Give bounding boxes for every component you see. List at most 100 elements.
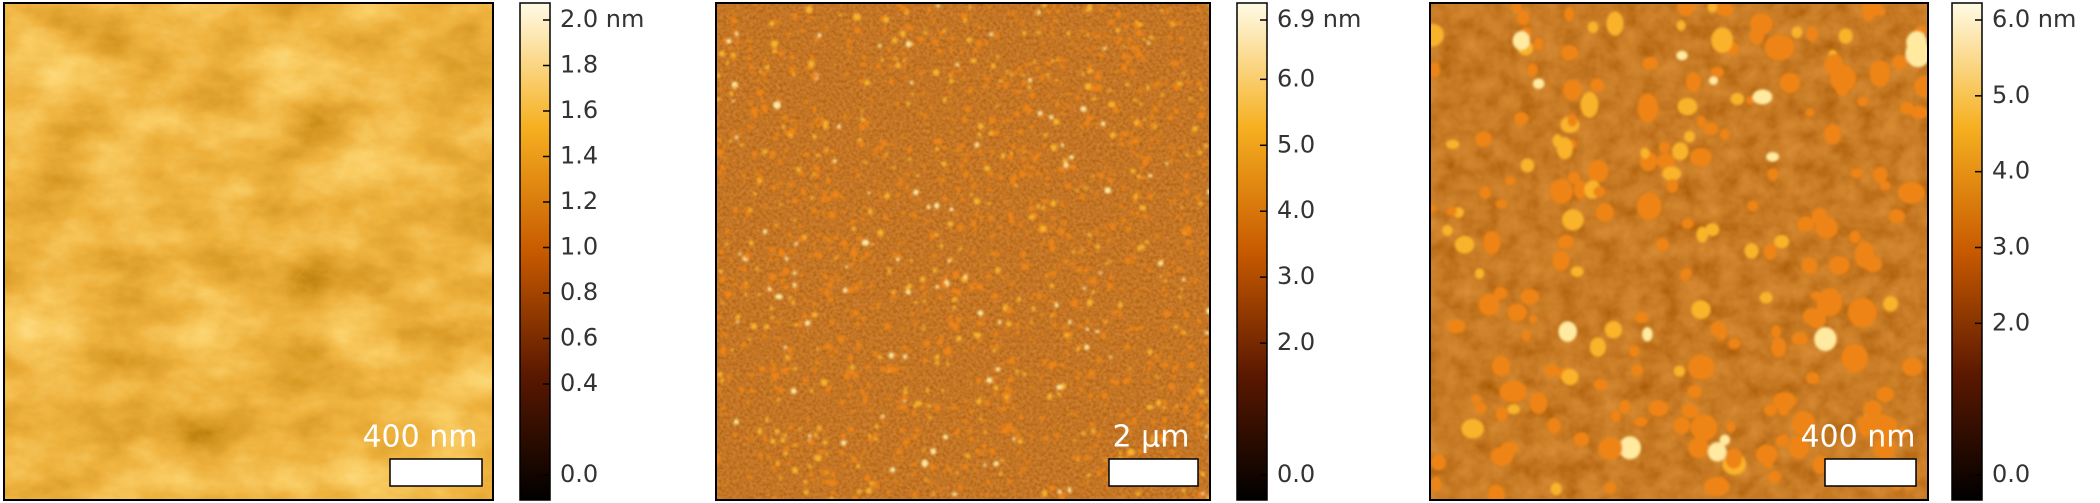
particle bbox=[766, 455, 771, 460]
particle bbox=[1637, 93, 1659, 123]
particle bbox=[776, 319, 781, 325]
particle bbox=[1118, 451, 1122, 455]
particle bbox=[1147, 174, 1153, 178]
particle bbox=[982, 160, 987, 164]
particle bbox=[972, 281, 978, 286]
particle bbox=[1012, 437, 1016, 441]
particle bbox=[1040, 113, 1046, 118]
particle bbox=[1023, 164, 1027, 169]
particle bbox=[1164, 8, 1170, 13]
particle bbox=[934, 202, 940, 209]
particle bbox=[988, 4, 991, 8]
particle bbox=[905, 439, 911, 443]
particle bbox=[898, 177, 903, 182]
particle bbox=[745, 209, 751, 217]
particle bbox=[719, 376, 723, 381]
particle bbox=[762, 79, 767, 83]
particle bbox=[999, 406, 1006, 412]
particle bbox=[1196, 383, 1201, 388]
particle bbox=[1157, 102, 1162, 107]
particle bbox=[1093, 192, 1097, 196]
particle bbox=[1030, 296, 1035, 300]
particle bbox=[767, 281, 772, 287]
particle bbox=[1197, 149, 1203, 155]
particle bbox=[786, 347, 794, 354]
particle bbox=[742, 266, 747, 272]
particle bbox=[964, 399, 969, 403]
particle bbox=[1774, 234, 1790, 249]
particle bbox=[825, 385, 832, 393]
particle bbox=[998, 320, 1002, 325]
particle bbox=[1096, 470, 1102, 476]
particle bbox=[1146, 85, 1150, 91]
particle bbox=[1691, 300, 1711, 320]
particle bbox=[1175, 363, 1180, 367]
particle bbox=[1039, 77, 1043, 82]
particle bbox=[1493, 286, 1508, 300]
particle bbox=[1109, 274, 1113, 281]
particle bbox=[899, 428, 906, 433]
particle bbox=[1084, 186, 1088, 190]
particle bbox=[1006, 328, 1009, 332]
particle bbox=[1071, 250, 1075, 254]
particle bbox=[950, 406, 956, 411]
particle bbox=[949, 207, 954, 212]
particle bbox=[1136, 99, 1140, 103]
particle bbox=[791, 467, 799, 474]
particle bbox=[885, 152, 889, 156]
particle bbox=[780, 437, 786, 444]
particle bbox=[1563, 79, 1582, 101]
particle bbox=[1134, 327, 1140, 332]
particle bbox=[1055, 78, 1059, 82]
particle bbox=[1124, 257, 1131, 263]
particle bbox=[1191, 126, 1198, 132]
particle bbox=[1028, 150, 1032, 155]
particle bbox=[853, 283, 860, 291]
particle bbox=[962, 171, 969, 178]
particle bbox=[960, 12, 968, 20]
particle bbox=[842, 246, 847, 251]
particle bbox=[988, 171, 994, 177]
colorbar-tick-label: 5.0 bbox=[1277, 130, 1315, 158]
particle bbox=[1187, 362, 1196, 370]
particle bbox=[910, 311, 916, 316]
particle bbox=[1143, 443, 1150, 450]
particle bbox=[1081, 248, 1085, 252]
particle bbox=[1131, 115, 1135, 119]
particle bbox=[1102, 318, 1106, 323]
particle bbox=[791, 198, 798, 204]
particle bbox=[803, 100, 808, 105]
particle bbox=[1204, 434, 1208, 438]
particle bbox=[1029, 370, 1033, 374]
colorbar bbox=[519, 2, 551, 501]
particle bbox=[859, 78, 864, 83]
particle bbox=[1151, 435, 1155, 438]
particle bbox=[765, 417, 769, 423]
particle bbox=[1029, 434, 1034, 438]
particle bbox=[1088, 241, 1092, 245]
particle bbox=[1916, 108, 1928, 119]
particle bbox=[1183, 403, 1189, 410]
particle bbox=[1883, 296, 1898, 312]
particle bbox=[1048, 363, 1055, 370]
particle bbox=[794, 323, 799, 327]
particle bbox=[825, 238, 832, 243]
particle bbox=[925, 308, 930, 313]
particle bbox=[763, 205, 767, 209]
particle bbox=[1707, 442, 1727, 462]
particle bbox=[1495, 406, 1508, 422]
particle bbox=[979, 417, 983, 421]
particle bbox=[728, 322, 732, 325]
particle bbox=[1162, 406, 1166, 410]
particle bbox=[850, 250, 857, 258]
particle bbox=[1122, 494, 1126, 499]
colorbar-tick-label: 1.8 bbox=[560, 51, 598, 79]
particle bbox=[811, 477, 816, 482]
particle bbox=[1057, 489, 1062, 494]
particle bbox=[983, 165, 991, 172]
particle bbox=[753, 113, 758, 119]
particle bbox=[1091, 290, 1096, 294]
particle bbox=[1007, 388, 1012, 392]
particle bbox=[787, 31, 792, 36]
particle bbox=[1512, 31, 1530, 50]
